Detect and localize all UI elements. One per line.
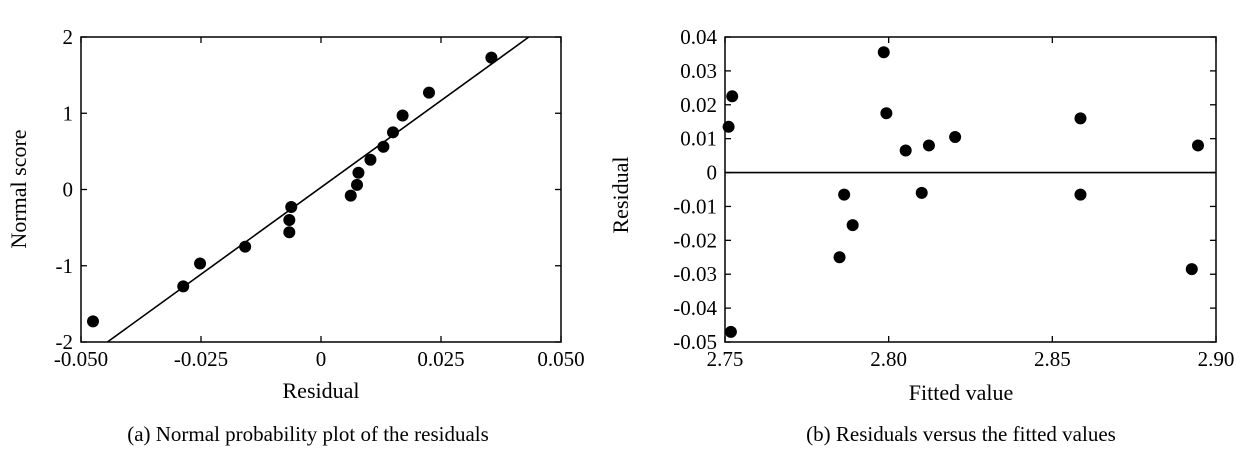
data-point xyxy=(344,189,357,202)
data-point xyxy=(838,188,851,201)
data-point xyxy=(877,46,890,59)
y-tick-label: -0.01 xyxy=(673,194,717,218)
y-tick-label: -1 xyxy=(56,254,74,278)
y-tick-label: -2 xyxy=(56,330,74,354)
data-point xyxy=(1185,263,1198,276)
y-axis-label-b: Residual xyxy=(608,157,633,234)
y-tick-label: -0.03 xyxy=(673,262,717,286)
data-point xyxy=(351,178,363,191)
plot-frame-b xyxy=(724,36,1217,343)
y-tick-label: 0 xyxy=(63,178,74,202)
data-point xyxy=(1191,139,1204,152)
x-tick-label: -0.050 xyxy=(54,347,108,371)
x-axis-label-a: Residual xyxy=(283,378,360,403)
x-tick-label: 0.025 xyxy=(417,347,464,371)
y-tick-label: 0.04 xyxy=(680,25,717,49)
y-tick-label: 0.03 xyxy=(680,59,717,83)
x-tick-label: 2.80 xyxy=(870,347,907,371)
y-tick-label: 2 xyxy=(63,25,74,49)
x-tick-label: -0.025 xyxy=(174,347,228,371)
data-point xyxy=(87,315,99,328)
y-tick-label: 0 xyxy=(707,161,718,185)
y-tick-label: -0.04 xyxy=(673,296,717,320)
data-point xyxy=(880,107,893,120)
data-point xyxy=(915,186,928,199)
y-tick-label: 0.02 xyxy=(680,93,717,117)
data-point xyxy=(1074,112,1087,125)
data-point xyxy=(352,166,365,179)
data-point xyxy=(485,51,498,64)
x-tick-label: 0 xyxy=(316,347,327,371)
data-point xyxy=(239,240,252,253)
plot-frame-a xyxy=(80,36,562,343)
normal-probability-plot: -0.050 -0.025 0 0.025 0.050 -2 -1 0 1 2 Residual… xyxy=(6,25,585,446)
y-tick-label: 0.01 xyxy=(680,127,717,151)
x-tick-label: 0.050 xyxy=(537,347,584,371)
data-point xyxy=(396,109,409,122)
data-point xyxy=(846,219,859,232)
data-point xyxy=(833,251,846,264)
data-point xyxy=(364,153,377,166)
y-tick-label: -0.02 xyxy=(673,228,717,252)
data-point xyxy=(285,201,298,214)
residuals-vs-fitted-plot: 2.75 2.80 2.85 2.90 -0.05 -0.04 -0.03 -0.02 -0.… xyxy=(608,25,1234,446)
x-tick-label: 2.75 xyxy=(707,347,744,371)
data-point xyxy=(1074,188,1087,201)
data-point xyxy=(724,325,737,338)
fit-line xyxy=(106,37,530,342)
data-point xyxy=(194,257,207,270)
caption-b: (b) Residuals versus the fitted values xyxy=(806,422,1116,446)
data-point xyxy=(283,214,296,226)
data-point xyxy=(387,126,399,139)
x-axis-label-b: Fitted value xyxy=(909,380,1013,405)
data-point xyxy=(899,144,912,157)
data-point xyxy=(922,139,935,152)
y-tick-label: -0.05 xyxy=(673,330,717,354)
data-point xyxy=(377,140,390,153)
caption-a: (a) Normal probability plot of the resid… xyxy=(127,422,489,446)
x-tick-label: 2.85 xyxy=(1034,347,1071,371)
data-point xyxy=(423,86,435,99)
x-tick-label: 2.90 xyxy=(1198,347,1235,371)
y-axis-label-a: Normal score xyxy=(6,129,31,248)
data-point xyxy=(726,90,739,103)
y-tick-label: 1 xyxy=(63,101,74,125)
data-point xyxy=(949,130,962,143)
data-point xyxy=(283,226,296,239)
data-point xyxy=(722,120,735,133)
data-point xyxy=(177,280,190,293)
